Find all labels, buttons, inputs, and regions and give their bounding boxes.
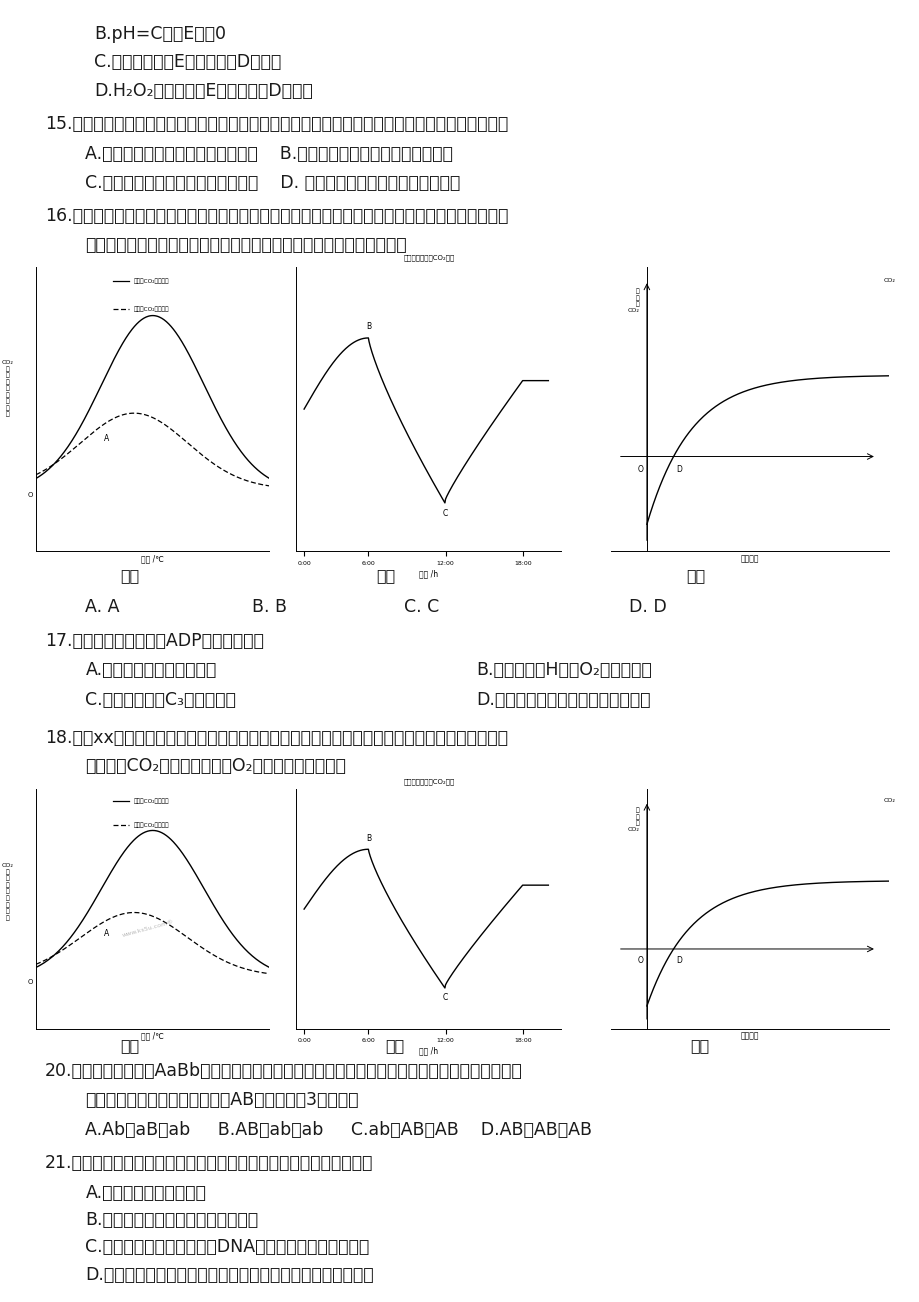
Text: C. C: C. C <box>403 598 439 616</box>
Text: 18.参加xx年广州亚运会的运动员处于平静状态和剧烈运动状态下的骨骼肌细胞，分解葡萄糖过程: 18.参加xx年广州亚运会的运动员处于平静状态和剧烈运动状态下的骨骼肌细胞，分解… <box>45 729 507 746</box>
Text: 图丙: 图丙 <box>686 569 705 583</box>
Text: 15.番茄幼苗在缺镁的培养液中培养一段时间后，与对照组对比，其叶片光合作用强度下降，原因是: 15.番茄幼苗在缺镁的培养液中培养一段时间后，与对照组对比，其叶片光合作用强度下… <box>45 116 507 134</box>
Text: D.染色单体的形成和染色单体变成染色体发生在同一个细胞中: D.染色单体的形成和染色单体变成染色体发生在同一个细胞中 <box>85 1266 374 1284</box>
Text: A.这个细胞可能来自肝脏: A.这个细胞可能来自肝脏 <box>85 1184 206 1202</box>
Text: C.此时细胞中的染色体数和DNA分子数均为体细胞的二倍: C.此时细胞中的染色体数和DNA分子数均为体细胞的二倍 <box>85 1238 369 1256</box>
Text: A.光反应强度升高，暗反应强度降低    B.光反应强度降低，暗反应强度降低: A.光反应强度升高，暗反应强度降低 B.光反应强度降低，暗反应强度降低 <box>85 146 453 163</box>
Text: A.甘油通过细胞膜进入细胞: A.甘油通过细胞膜进入细胞 <box>85 661 217 680</box>
Text: 图乙: 图乙 <box>376 569 395 583</box>
Text: A. A: A. A <box>85 598 119 616</box>
Text: B.pH=C时，E点为0: B.pH=C时，E点为0 <box>95 25 226 43</box>
Text: 绘出图甲、乙和丙，图中光合作用速率与呼吸作用速率并不相等的点是: 绘出图甲、乙和丙，图中光合作用速率与呼吸作用速率并不相等的点是 <box>85 236 406 254</box>
Text: 17.下列过程能使细胞中ADP含量增加的是: 17.下列过程能使细胞中ADP含量增加的是 <box>45 631 264 650</box>
Text: B. B: B. B <box>251 598 286 616</box>
Text: 图乙: 图乙 <box>385 1038 404 1053</box>
Text: C.光反应强度不变，暗反应强度降低    D. 光反应强度降低，暗反应强度不变: C.光反应强度不变，暗反应强度降低 D. 光反应强度降低，暗反应强度不变 <box>85 173 460 191</box>
Text: 图甲: 图甲 <box>120 569 140 583</box>
Text: D.细胞质基质中葡萄糖分解成丙酮酸: D.细胞质基质中葡萄糖分解成丙酮酸 <box>475 691 650 710</box>
Text: B.线粒体中［H］与O₂结合生成水: B.线粒体中［H］与O₂结合生成水 <box>475 661 651 680</box>
Text: C.温度降低时，E点不移动，D点右移: C.温度降低时，E点不移动，D点右移 <box>95 53 281 72</box>
Text: 20.某动物的基因型为AaBb，这两对基因独立遗传。若它的一个精原细胞经减数分裂后产生的四个: 20.某动物的基因型为AaBb，这两对基因独立遗传。若它的一个精原细胞经减数分裂… <box>45 1062 522 1081</box>
Text: 精子中，有一个精子的基因型为AB，那么另外3个分别是: 精子中，有一个精子的基因型为AB，那么另外3个分别是 <box>85 1091 358 1109</box>
Text: 中产生的CO₂摩尔数与消耗的O₂摩尔数的比值分别是: 中产生的CO₂摩尔数与消耗的O₂摩尔数的比值分别是 <box>85 758 346 775</box>
Text: 图甲: 图甲 <box>120 1038 140 1053</box>
Text: B.此时细胞的染色体上含有染色单体: B.此时细胞的染色体上含有染色单体 <box>85 1211 258 1229</box>
Text: A.Ab、aB、ab     B.AB、ab、ab     C.ab、AB、AB    D.AB、AB、AB: A.Ab、aB、ab B.AB、ab、ab C.ab、AB、AB D.AB、AB… <box>85 1121 592 1139</box>
Text: D.H₂O₂量增加时，E点不移动，D点左移: D.H₂O₂量增加时，E点不移动，D点左移 <box>95 82 312 100</box>
Text: D. D: D. D <box>628 598 665 616</box>
Text: 21.若观察到一个动物细胞中染色体正两两配对。你认为正确的判断是: 21.若观察到一个动物细胞中染色体正两两配对。你认为正确的判断是 <box>45 1155 373 1172</box>
Text: 图丙: 图丙 <box>690 1038 709 1053</box>
Text: C.叶绿体基质中C₃合成葡萄糖: C.叶绿体基质中C₃合成葡萄糖 <box>85 691 236 710</box>
Text: 16.某校生物兴趣小组以玉米为实验材料，研究不同条件下光合作用和呼吸作用速率（密闭装置），: 16.某校生物兴趣小组以玉米为实验材料，研究不同条件下光合作用和呼吸作用速率（密… <box>45 207 508 225</box>
